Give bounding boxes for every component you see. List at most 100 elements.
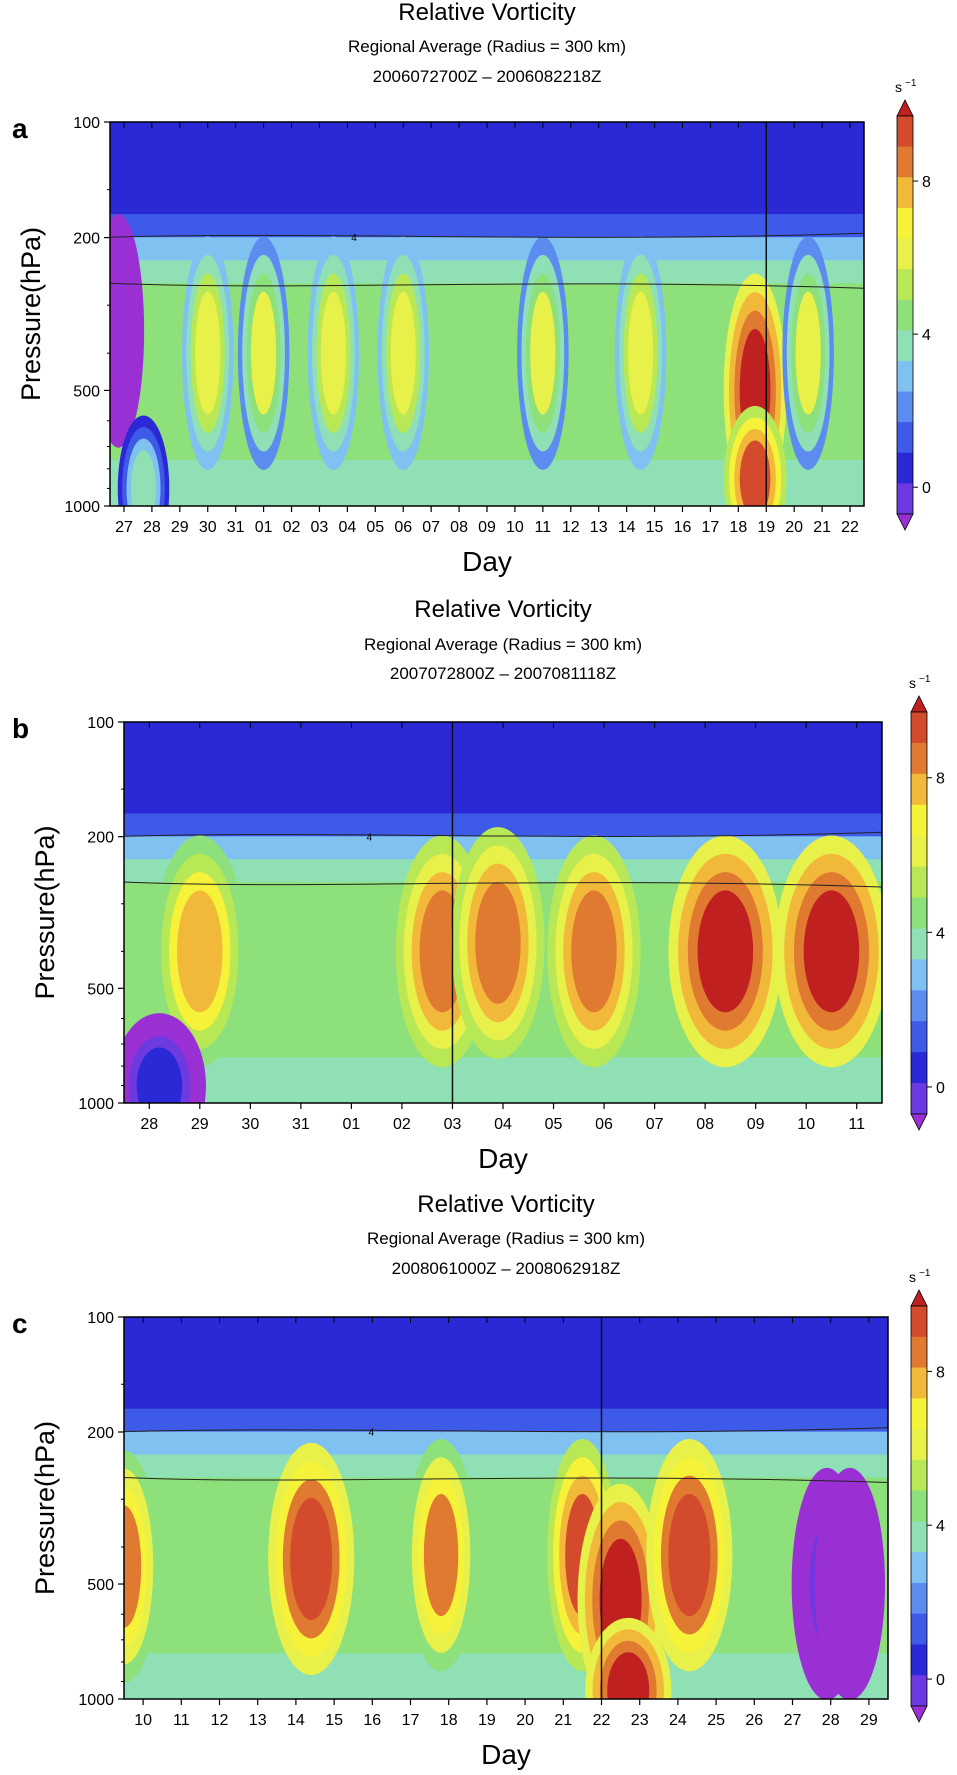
x-tick-label: 01 [255, 519, 273, 536]
vorticity-feature [251, 291, 277, 415]
x-axis-label: Day [481, 1739, 531, 1770]
x-tick-label: 13 [249, 1712, 267, 1729]
x-tick-label: 16 [363, 1712, 381, 1729]
colorbar-segment [911, 1021, 927, 1053]
vorticity-feature [607, 1652, 650, 1699]
chart-period: 2007072800Z – 2007081118Z [390, 664, 616, 683]
chart-subtitle: Regional Average (Radius = 300 km) [348, 37, 626, 56]
x-tick-label: 16 [674, 519, 692, 536]
x-tick-label: 12 [211, 1712, 229, 1729]
x-tick-label: 10 [506, 519, 524, 536]
colorbar-segment [911, 990, 927, 1022]
colorbar-cap-bottom [910, 1705, 928, 1723]
colorbar-tick-label: 4 [936, 1518, 945, 1535]
field-band [124, 813, 882, 838]
colorbar-segment [897, 483, 913, 515]
x-tick-label: 05 [545, 1116, 563, 1133]
x-tick-label: 02 [393, 1116, 411, 1133]
colorbar-segment [897, 330, 913, 362]
x-tick-label: 29 [860, 1712, 878, 1729]
x-tick-label: 09 [478, 519, 496, 536]
y-tick-label: 500 [73, 383, 100, 400]
x-tick-label: 28 [822, 1712, 840, 1729]
colorbar-segment [911, 1675, 927, 1707]
colorbar-cap-top [910, 695, 928, 713]
vorticity-feature [177, 890, 223, 1013]
colorbar-unit: s [895, 79, 902, 95]
x-tick-label: 19 [478, 1712, 496, 1729]
x-tick-label: 14 [287, 1712, 305, 1729]
field-band [124, 1653, 888, 1699]
x-tick-label: 15 [646, 519, 664, 536]
field-band [110, 122, 864, 185]
contour-line [124, 881, 882, 888]
vorticity-feature [803, 890, 860, 1013]
x-tick-label: 06 [595, 1116, 613, 1133]
y-tick-label: 500 [87, 1577, 114, 1594]
x-tick-label: 04 [494, 1116, 512, 1133]
x-tick-label: 24 [669, 1712, 687, 1729]
chart-period: 2008061000Z – 2008062918Z [392, 1259, 621, 1278]
colorbar-tick-label: 0 [936, 1672, 945, 1689]
contour-line [124, 831, 882, 837]
vorticity-feature [130, 450, 157, 506]
field-band [124, 1057, 882, 1103]
colorbar-segment [911, 773, 927, 806]
colorbar-segment [897, 146, 913, 178]
x-tick-label: 04 [338, 519, 356, 536]
chart-title: Relative Vorticity [417, 1191, 594, 1218]
contour-label: 4 [368, 1428, 374, 1439]
y-tick-label: 100 [73, 115, 100, 132]
colorbar-tick-label: 8 [922, 174, 931, 191]
colorbar-segment [911, 1490, 927, 1522]
vorticity-feature [320, 291, 346, 415]
x-tick-label: 17 [702, 519, 720, 536]
x-tick-label: 21 [554, 1712, 572, 1729]
y-tick-label: 1000 [78, 1096, 114, 1113]
colorbar-segment [911, 835, 927, 868]
field-band [124, 1477, 888, 1605]
x-tick-label: 01 [343, 1116, 361, 1133]
x-tick-label: 21 [813, 519, 831, 536]
colorbar-segment [911, 1459, 927, 1492]
y-tick-label: 200 [87, 1425, 114, 1442]
colorbar-segment [911, 897, 927, 929]
x-tick-label: 03 [444, 1116, 462, 1133]
x-tick-label: 31 [227, 519, 245, 536]
vorticity-feature [530, 291, 556, 415]
colorbar-segment [897, 269, 913, 301]
colorbar-segment [911, 1552, 927, 1584]
x-tick-label: 17 [402, 1712, 420, 1729]
vorticity-feature [668, 1493, 711, 1617]
vorticity-feature [628, 291, 654, 415]
colorbar-segment [897, 207, 913, 239]
x-tick-label: 25 [707, 1712, 725, 1729]
colorbar-segment [911, 1083, 927, 1115]
colorbar-segment [897, 238, 913, 270]
vorticity-feature [110, 269, 131, 393]
x-tick-label: 23 [631, 1712, 649, 1729]
colorbar-segment [911, 1367, 927, 1399]
colorbar-tick-label: 4 [922, 327, 931, 344]
x-tick-label: 11 [535, 519, 552, 536]
colorbar-segment [911, 1582, 927, 1615]
panel-letter: a [12, 113, 28, 144]
x-tick-label: 28 [140, 1116, 158, 1133]
colorbar-segment [911, 742, 927, 775]
field-band [110, 237, 864, 262]
colorbar-unit-exponent: −1 [919, 1268, 931, 1279]
contour-label: 4 [351, 233, 357, 244]
x-tick-label: 20 [516, 1712, 534, 1729]
vorticity-feature [423, 1493, 459, 1617]
chart-title: Relative Vorticity [398, 0, 575, 26]
y-axis-label: Pressure(hPa) [16, 227, 46, 401]
x-tick-label: 07 [422, 519, 440, 536]
colorbar-tick-label: 4 [936, 925, 945, 942]
x-tick-label: 18 [440, 1712, 458, 1729]
x-tick-label: 28 [143, 519, 161, 536]
vorticity-field: 4 [110, 122, 864, 506]
vorticity-feature [390, 291, 416, 415]
field-band [124, 1408, 888, 1433]
x-axis-label: Day [478, 1143, 528, 1174]
